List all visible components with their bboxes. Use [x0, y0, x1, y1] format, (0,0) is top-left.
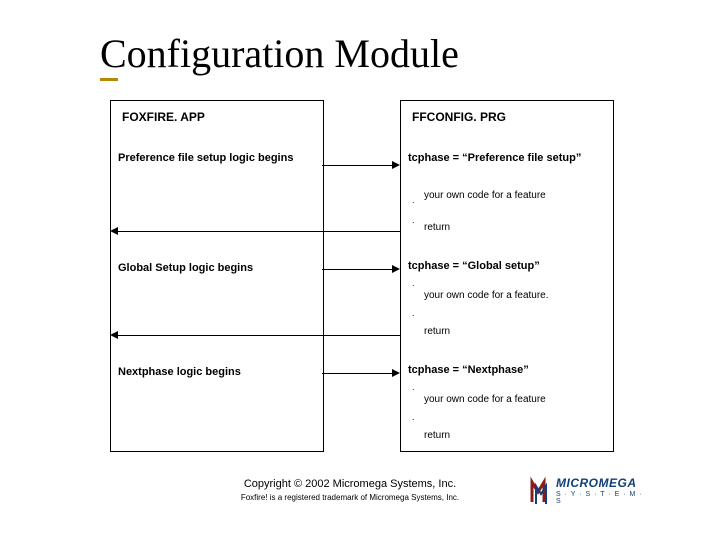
return-3: return: [424, 430, 450, 442]
body-1: your own code for a feature: [424, 190, 604, 202]
arrow-1-head: [392, 161, 400, 169]
dot: .: [412, 308, 415, 318]
dot: .: [412, 412, 415, 422]
footer-trademark: Foxfire! is a registered trademark of Mi…: [180, 493, 520, 502]
micromega-logo: MICROMEGA S · Y · S · T · E · M · S: [530, 476, 650, 506]
footer-copyright: Copyright © 2002 Micromega Systems, Inc.: [180, 478, 520, 490]
dot: .: [412, 215, 415, 225]
arrow-3: [322, 269, 392, 270]
phase-3: tcphase = “Nextphase”: [408, 364, 608, 377]
arrow-3-head: [392, 265, 400, 273]
arrow-5: [322, 373, 392, 374]
return-1: return: [424, 222, 450, 234]
left-header: FOXFIRE. APP: [122, 110, 205, 124]
slide: { "layout": { "canvas_w": 720, "canvas_h…: [0, 0, 720, 540]
body-2: your own code for a feature.: [424, 290, 604, 302]
dot: .: [412, 278, 415, 288]
arrow-2: [118, 231, 400, 232]
right-header: FFCONFIG. PRG: [412, 110, 506, 124]
left-item-3: Nextphase logic begins: [118, 366, 318, 379]
left-item-1: Preference file setup logic begins: [118, 152, 318, 165]
phase-2: tcphase = “Global setup”: [408, 260, 608, 273]
left-item-2: Global Setup logic begins: [118, 262, 318, 275]
arrow-4-head: [110, 331, 118, 339]
title-accent: [100, 78, 118, 81]
phase-1: tcphase = “Preference file setup”: [408, 152, 608, 165]
arrow-1: [322, 165, 392, 166]
arrow-2-head: [110, 227, 118, 235]
return-2: return: [424, 326, 450, 338]
dot: .: [412, 382, 415, 392]
dot: .: [412, 195, 415, 205]
page-title: Configuration Module: [100, 30, 459, 77]
arrow-4: [118, 335, 400, 336]
arrow-5-head: [392, 369, 400, 377]
logo-mark-icon: [530, 476, 552, 506]
body-3: your own code for a feature: [424, 394, 604, 406]
